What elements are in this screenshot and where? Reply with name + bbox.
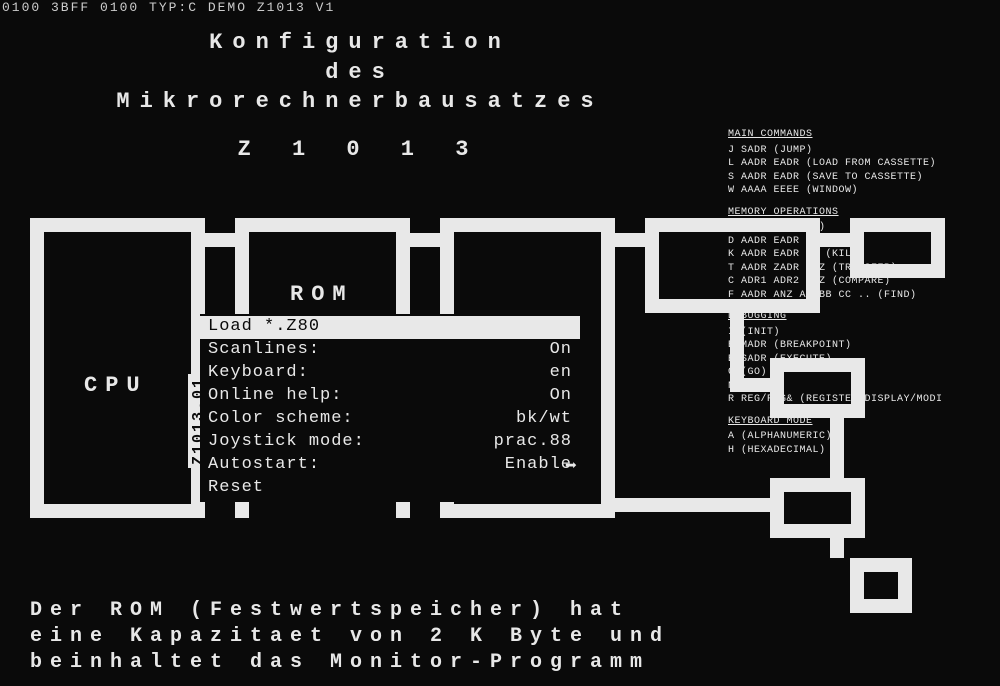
menu-item-label: Keyboard: (208, 362, 482, 385)
help-line: M AADR (MODIFY) (728, 221, 996, 235)
menu-item-value: On (482, 339, 572, 362)
help-line: I (INIT) (728, 326, 996, 340)
title-model: Z 1 0 1 3 (0, 135, 720, 165)
menu-item-value (482, 316, 572, 339)
cpu-label: CPU (84, 373, 148, 398)
help-section-title: DEBUGGING (728, 310, 996, 324)
help-line: R REG/REG& (REGISTER DISPLAY/MODI (728, 393, 996, 407)
description-text: Der ROM (Festwertspeicher) hat eine Kapa… (30, 598, 970, 676)
menu-item-label: Joystick mode: (208, 431, 482, 454)
menu-item-label: Online help: (208, 385, 482, 408)
help-section-title: MAIN COMMANDS (728, 128, 996, 142)
menu-item-value: On (482, 385, 572, 408)
menu-item-4[interactable]: Color scheme:bk/wt (200, 408, 580, 431)
help-line: K AADR EADR BB (KILL) (728, 248, 996, 262)
footer-line-2: eine Kapazitaet von 2 K Byte und (30, 624, 970, 650)
menu-item-6[interactable]: Autostart:Enable (200, 454, 580, 477)
footer-line-3: beinhaltet das Monitor-Programm (30, 650, 970, 676)
settings-menu[interactable]: Load *.Z80Scanlines:OnKeyboard:enOnline … (200, 314, 580, 502)
online-help-panel: MAIN COMMANDS J SADR (JUMP)L AADR EADR (L… (728, 128, 996, 457)
menu-item-0[interactable]: Load *.Z80 (200, 316, 580, 339)
title-line-3: Mikrorechnerbausatzes (0, 87, 720, 117)
help-line: A (ALPHANUMERIC) (728, 430, 996, 444)
menu-item-label: Scanlines: (208, 339, 482, 362)
header-memory-info: 0100 3BFF 0100 TYP:C DEMO Z1013 V1 (2, 0, 335, 15)
help-line: B MADR (BREAKPOINT) (728, 339, 996, 353)
menu-item-2[interactable]: Keyboard:en (200, 362, 580, 385)
menu-item-value (482, 477, 572, 500)
menu-item-value: prac.88 (482, 431, 572, 454)
submenu-arrow-icon: ➡ (565, 453, 578, 479)
menu-item-1[interactable]: Scanlines:On (200, 339, 580, 362)
menu-item-3[interactable]: Online help:On (200, 385, 580, 408)
help-section-title: KEYBOARD MODE (728, 415, 996, 429)
help-line: L AADR EADR (LOAD FROM CASSETTE) (728, 157, 996, 171)
menu-item-value: bk/wt (482, 408, 572, 431)
menu-item-label: Reset (208, 477, 482, 500)
help-line: D AADR EADR (DUMP) (728, 235, 996, 249)
help-line: N (NEXT) (728, 380, 996, 394)
help-line: T AADR ZADR ANZ (TRANSFER) (728, 262, 996, 276)
menu-item-label: Autostart: (208, 454, 482, 477)
page-title: Konfiguration des Mikrorechnerbausatzes … (0, 28, 720, 165)
title-line-1: Konfiguration (0, 28, 720, 58)
bus-connector (615, 233, 645, 247)
menu-item-5[interactable]: Joystick mode:prac.88 (200, 431, 580, 454)
cpu-block (30, 218, 205, 518)
menu-item-7[interactable]: Reset (200, 477, 580, 500)
menu-item-value: Enable (482, 454, 572, 477)
help-line: H (HEXADECIMAL) (728, 444, 996, 458)
menu-item-label: Color scheme: (208, 408, 482, 431)
menu-item-value: en (482, 362, 572, 385)
bus-connector (615, 498, 770, 512)
help-line: W AAAA EEEE (WINDOW) (728, 184, 996, 198)
bus-connector (410, 233, 440, 247)
title-line-2: des (0, 58, 720, 88)
bus-connector (205, 233, 235, 247)
bus-connector (830, 538, 844, 558)
help-line: C ADR1 ADR2 ANZ (COMPARE) (728, 275, 996, 289)
help-line: S AADR EADR (SAVE TO CASSETTE) (728, 171, 996, 185)
footer-line-1: Der ROM (Festwertspeicher) hat (30, 598, 970, 624)
help-line: J SADR (JUMP) (728, 144, 996, 158)
help-section-title: MEMORY OPERATIONS (728, 206, 996, 220)
periph-block-3 (770, 478, 865, 538)
help-line: G (GO) (728, 366, 996, 380)
menu-item-label: Load *.Z80 (208, 316, 482, 339)
help-line: E SADR (EXECUTE) (728, 353, 996, 367)
rom-label: ROM (290, 282, 354, 307)
help-line: F AADR ANZ AA BB CC .. (FIND) (728, 289, 996, 303)
